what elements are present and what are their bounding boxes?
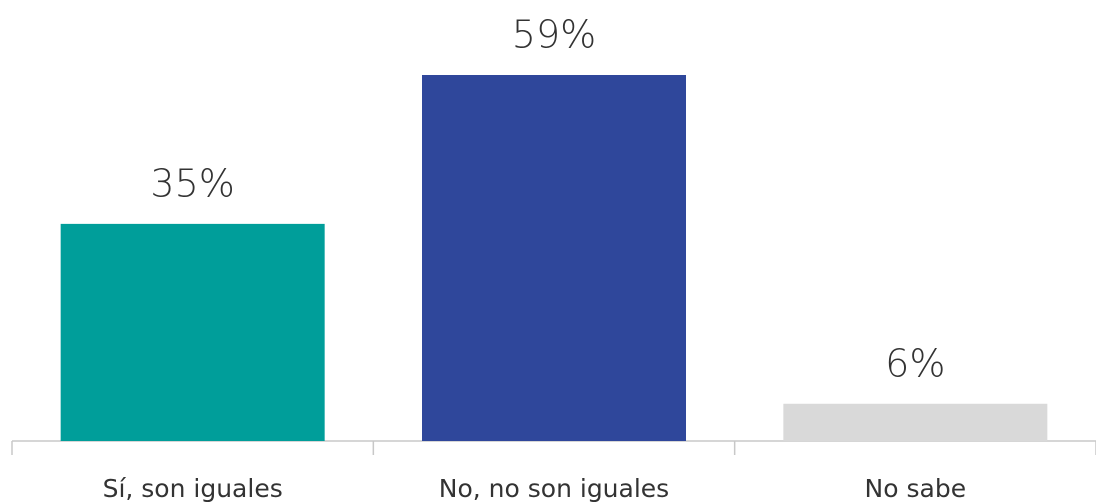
x-tick-label: No sabe bbox=[865, 474, 967, 503]
bar bbox=[60, 223, 325, 441]
value-label: 59% bbox=[512, 13, 596, 57]
x-tick-label: No, no son iguales bbox=[439, 474, 669, 503]
bar bbox=[783, 403, 1048, 441]
bar bbox=[422, 75, 686, 441]
value-label: 6% bbox=[885, 341, 945, 385]
value-label: 35% bbox=[150, 161, 234, 205]
x-tick-label: Sí, son iguales bbox=[103, 474, 283, 503]
